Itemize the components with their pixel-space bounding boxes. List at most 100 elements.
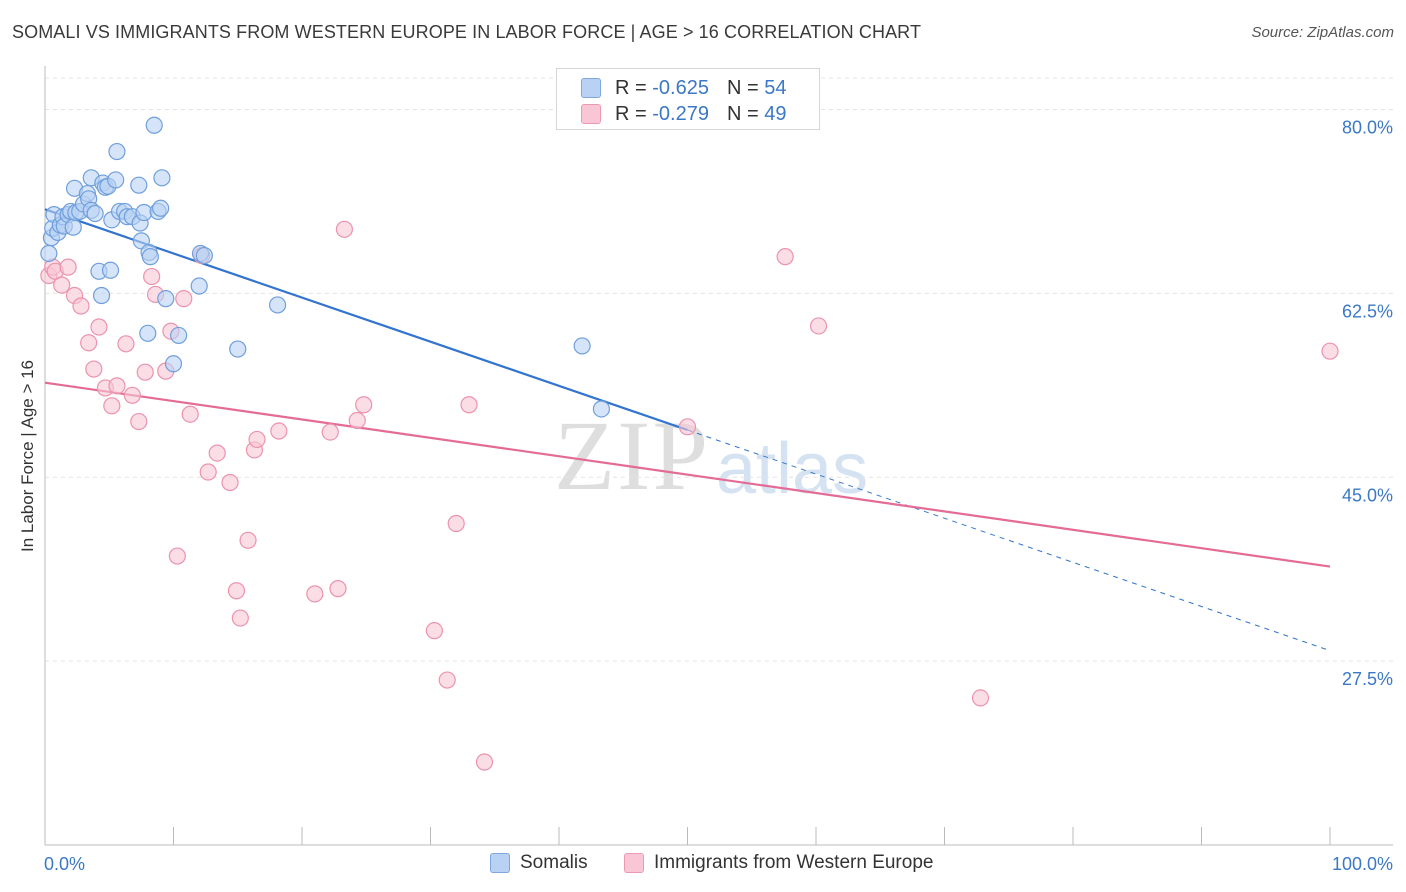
pink-data-point (103, 397, 121, 415)
pink-data-point (208, 444, 226, 462)
pink-data-point (1321, 342, 1339, 360)
pink-data-point (809, 317, 828, 335)
pink-data-point (971, 689, 990, 707)
blue-data-point (40, 244, 58, 263)
pink-data-point (306, 585, 324, 603)
pink-data-point (221, 473, 239, 492)
pink-data-point (678, 418, 697, 436)
pink-data-point (130, 412, 148, 431)
r-value: -0.625 (652, 76, 709, 99)
pink-swatch-icon (624, 853, 644, 873)
pink-data-point (90, 318, 108, 336)
pink-data-point (72, 297, 90, 315)
x-tick-label: 100.0% (1332, 854, 1393, 874)
chart-title: SOMALI VS IMMIGRANTS FROM WESTERN EUROPE… (12, 22, 922, 42)
pink-data-point (117, 335, 135, 353)
legend-label-western-europe: Immigrants from Western Europe (654, 852, 934, 873)
pink-data-point (108, 377, 126, 395)
n-value: 49 (764, 102, 787, 125)
blue-data-point (107, 171, 125, 189)
blue-data-point (229, 340, 247, 358)
series-western-europe (40, 220, 1339, 771)
r-label: R = (615, 102, 647, 125)
n-label: N = (726, 102, 759, 125)
source-credit: Source: ZipAtlas.com (1251, 24, 1394, 41)
r-value: -0.279 (652, 102, 709, 125)
watermark-zip: ZIP (554, 400, 710, 511)
blue-data-point (268, 296, 287, 314)
blue-data-point (153, 169, 171, 187)
pink-data-point (425, 622, 443, 640)
blue-data-point (157, 290, 175, 308)
correlation-legend: R = -0.625 N = 54 R = -0.279 N = 49 (556, 68, 820, 130)
y-tick-label: 27.5% (1342, 669, 1393, 689)
pink-data-point (175, 290, 193, 308)
legend-row-western-europe: R = -0.279 N = 49 (581, 101, 786, 127)
pink-data-point (199, 463, 217, 481)
pink-data-point (59, 258, 77, 276)
blue-data-point (141, 248, 159, 266)
pink-data-point (53, 276, 71, 294)
blue-swatch-icon (581, 78, 601, 98)
n-label: N = (726, 76, 759, 99)
legend-label-somalis: Somalis (520, 852, 588, 873)
blue-data-point (101, 261, 120, 279)
pink-data-point (438, 671, 456, 689)
pink-data-point (348, 411, 366, 430)
pink-data-point (355, 396, 373, 414)
pink-data-point (227, 582, 246, 600)
pink-data-point (168, 547, 186, 565)
pink-data-point (136, 363, 154, 381)
pink-data-point (329, 580, 347, 598)
tick-labels: 27.5% 45.0% 62.5% 80.0% 0.0% 100.0% (44, 118, 1393, 874)
pink-data-point (143, 267, 161, 286)
legend-row-somalis: R = -0.625 N = 54 (581, 75, 786, 101)
pink-data-point (270, 422, 288, 440)
y-axis-title: In Labor Force | Age > 16 (18, 359, 37, 553)
blue-data-point (190, 277, 208, 295)
pink-data-point (181, 405, 199, 423)
somalis-trend-extension (687, 429, 1331, 652)
blue-data-point (139, 324, 157, 342)
blue-data-point (164, 355, 183, 373)
blue-data-point (64, 218, 82, 236)
r-label: R = (615, 76, 647, 99)
x-tick-label: 0.0% (44, 854, 85, 874)
blue-data-point (152, 199, 170, 217)
pink-data-point (80, 334, 98, 352)
pink-swatch-icon (581, 104, 601, 124)
axes (44, 66, 1393, 846)
pink-data-point (231, 609, 249, 627)
series-somalis (40, 116, 611, 418)
pink-data-point (447, 514, 465, 533)
pink-data-point (475, 753, 494, 771)
pink-data-point (776, 248, 794, 266)
blue-swatch-icon (490, 853, 510, 873)
blue-data-point (92, 286, 111, 305)
blue-data-point (195, 246, 213, 265)
pink-data-point (123, 386, 141, 404)
blue-data-point (573, 337, 591, 355)
pink-data-point (239, 531, 257, 549)
western-europe-trend-line (44, 381, 1331, 568)
blue-data-point (170, 326, 188, 345)
pink-data-point (321, 423, 339, 441)
n-value: 54 (764, 76, 787, 99)
grid-lines (45, 77, 1393, 662)
blue-data-point (86, 204, 104, 223)
pink-data-point (248, 430, 266, 449)
legend-item-western-europe[interactable]: Immigrants from Western Europe (624, 852, 933, 874)
y-tick-label: 80.0% (1342, 118, 1393, 138)
pink-data-point (460, 396, 478, 414)
y-tick-label: 62.5% (1342, 301, 1393, 321)
pink-data-point (85, 360, 103, 378)
legend-item-somalis[interactable]: Somalis (490, 852, 588, 874)
blue-data-point (108, 142, 126, 161)
watermark-atlas: atlas (716, 429, 869, 509)
y-tick-label: 45.0% (1342, 485, 1393, 505)
blue-data-point (130, 176, 148, 194)
blue-data-point (145, 116, 163, 134)
pink-data-point (335, 220, 354, 238)
blue-data-point (592, 400, 611, 418)
